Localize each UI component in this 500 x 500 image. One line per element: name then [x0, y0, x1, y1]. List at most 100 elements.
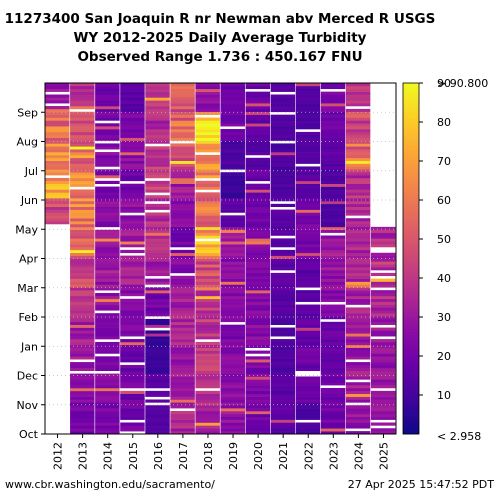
heatmap-cell — [145, 103, 170, 107]
heatmap-cell — [195, 321, 220, 325]
heatmap-cell — [145, 221, 170, 225]
heatmap-cell — [195, 362, 220, 366]
heatmap-cell — [345, 154, 371, 159]
colorbar-segment — [403, 273, 419, 277]
heatmap-cell — [145, 88, 170, 92]
heatmap-cell — [70, 163, 95, 167]
heatmap-cell — [345, 399, 371, 403]
colorbar-segment — [403, 296, 419, 300]
heatmap-cell — [95, 347, 120, 351]
heatmap-cell — [195, 180, 220, 184]
heatmap-cell — [195, 143, 220, 147]
heatmap-cell — [195, 290, 220, 294]
x-tick-label-2017: 2017 — [177, 442, 190, 470]
colorbar-segment — [403, 366, 419, 371]
heatmap-cell — [295, 408, 321, 412]
heatmap-cell — [120, 235, 145, 239]
heatmap-cell — [320, 146, 346, 150]
heatmap-cell — [95, 206, 120, 210]
heatmap-cell — [245, 422, 271, 426]
heatmap-cell — [245, 103, 271, 107]
heatmap-cell — [95, 313, 120, 317]
heatmap-cell — [170, 341, 195, 346]
heatmap-cell — [120, 200, 145, 205]
heatmap-cell — [320, 390, 346, 395]
heatmap-cell — [245, 402, 271, 406]
heatmap-cell — [370, 341, 396, 346]
heatmap-cell — [320, 367, 346, 372]
heatmap-cell — [345, 410, 371, 415]
heatmap-cell — [295, 114, 321, 118]
heatmap-cell — [45, 97, 70, 101]
heatmap-cell — [320, 131, 346, 136]
heatmap-cell — [345, 244, 371, 248]
heatmap-cell — [120, 146, 145, 150]
heatmap-cell — [345, 341, 371, 346]
heatmap-cell — [145, 321, 170, 325]
heatmap-cell — [270, 221, 296, 225]
heatmap-cell — [45, 85, 70, 90]
heatmap-cell — [170, 166, 195, 170]
heatmap-cell — [345, 206, 371, 210]
heatmap-cell — [170, 382, 195, 386]
heatmap-cell — [245, 235, 271, 239]
heatmap-cell — [320, 100, 346, 104]
heatmap-cell — [245, 419, 271, 423]
heatmap-cell — [345, 238, 371, 242]
heatmap-cell — [270, 405, 296, 409]
heatmap-cell — [320, 333, 346, 337]
heatmap-cell — [245, 396, 271, 400]
heatmap-cell — [295, 313, 321, 317]
heatmap-cell — [270, 327, 296, 331]
heatmap-cell — [170, 419, 195, 423]
heatmap-cell — [195, 235, 220, 239]
heatmap-cell — [295, 149, 321, 153]
heatmap-cell — [220, 103, 245, 107]
heatmap-cell — [370, 307, 396, 311]
colorbar-segment — [403, 150, 419, 154]
heatmap-cell — [320, 221, 346, 225]
heatmap-cell — [345, 85, 371, 90]
colorbar-segment — [403, 267, 419, 271]
heatmap-cell — [170, 218, 195, 222]
heatmap-cell — [120, 94, 145, 98]
heatmap-cell — [295, 390, 321, 395]
heatmap-cell — [370, 310, 396, 314]
heatmap-cell — [245, 385, 271, 389]
colorbar-segment — [403, 240, 419, 245]
footer-timestamp: 27 Apr 2025 15:47:52 PDT — [347, 478, 494, 491]
heatmap-cell — [95, 295, 120, 300]
heatmap-cell — [295, 422, 321, 426]
heatmap-cell — [345, 267, 371, 271]
heatmap-cell — [220, 192, 245, 196]
heatmap-cell — [295, 344, 321, 348]
heatmap-cell — [245, 304, 271, 308]
heatmap-cell — [70, 336, 95, 340]
heatmap-cell — [220, 410, 245, 415]
heatmap-cell — [120, 140, 145, 144]
heatmap-cell — [45, 88, 70, 92]
heatmap-cell — [220, 177, 245, 182]
heatmap-cell — [345, 160, 371, 164]
heatmap-cell — [295, 137, 321, 141]
heatmap-cell — [195, 341, 220, 346]
heatmap-cell — [345, 393, 371, 397]
heatmap-cell — [320, 189, 346, 193]
heatmap-cell — [370, 258, 396, 262]
heatmap-cell — [345, 301, 371, 305]
heatmap-cell — [145, 336, 170, 340]
heatmap-cell — [295, 212, 321, 216]
colorbar-segment — [403, 88, 419, 93]
heatmap-cell — [295, 177, 321, 182]
heatmap-cell — [345, 246, 371, 251]
heatmap-cell — [320, 295, 346, 300]
heatmap-cell — [345, 316, 371, 320]
colorbar-segment — [403, 94, 419, 99]
colorbar-tick-label-40: 40 — [437, 272, 451, 285]
heatmap-cell — [295, 241, 321, 245]
colorbar-segment — [403, 340, 419, 344]
heatmap-cell — [245, 284, 271, 288]
heatmap-cell — [270, 413, 296, 418]
heatmap-cell — [145, 399, 170, 403]
